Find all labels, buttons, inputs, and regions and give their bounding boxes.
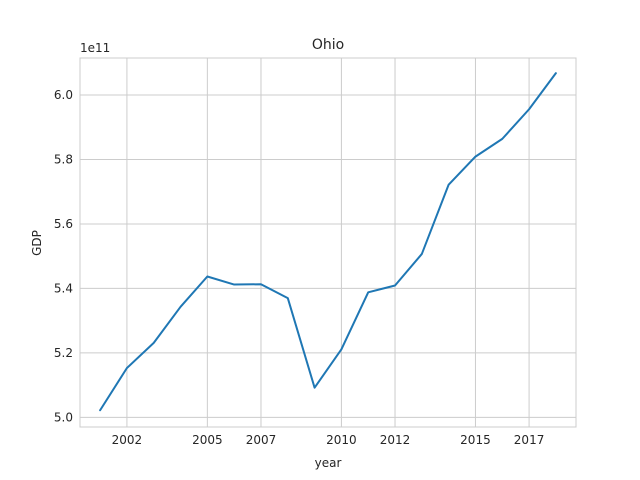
y-tick-label: 5.2 bbox=[54, 346, 73, 360]
series-layer bbox=[99, 72, 557, 412]
chart-title: Ohio bbox=[312, 37, 344, 53]
x-axis-label: year bbox=[315, 456, 342, 470]
x-tick-label: 2017 bbox=[514, 433, 545, 447]
y-offset-label: 1e11 bbox=[80, 41, 110, 55]
y-tick-label: 5.6 bbox=[54, 217, 73, 231]
x-tick-label: 2002 bbox=[112, 433, 143, 447]
grid-layer bbox=[80, 58, 576, 427]
series-line bbox=[99, 72, 557, 412]
x-tick-labels: 2002 2005 2007 2010 2012 2015 2017 bbox=[112, 433, 545, 447]
y-tick-label: 5.4 bbox=[54, 281, 73, 295]
x-tick-label: 2012 bbox=[380, 433, 411, 447]
x-tick-label: 2015 bbox=[460, 433, 491, 447]
x-tick-label: 2010 bbox=[326, 433, 357, 447]
y-axis-label: GDP bbox=[30, 230, 44, 256]
x-tick-label: 2007 bbox=[246, 433, 277, 447]
y-tick-labels: 5.0 5.2 5.4 5.6 5.8 6.0 bbox=[54, 88, 73, 424]
plot-frame bbox=[79, 57, 577, 428]
y-tick-label: 5.0 bbox=[54, 410, 73, 424]
y-tick-label: 6.0 bbox=[54, 88, 73, 102]
x-tick-label: 2005 bbox=[192, 433, 223, 447]
y-tick-label: 5.8 bbox=[54, 153, 73, 167]
